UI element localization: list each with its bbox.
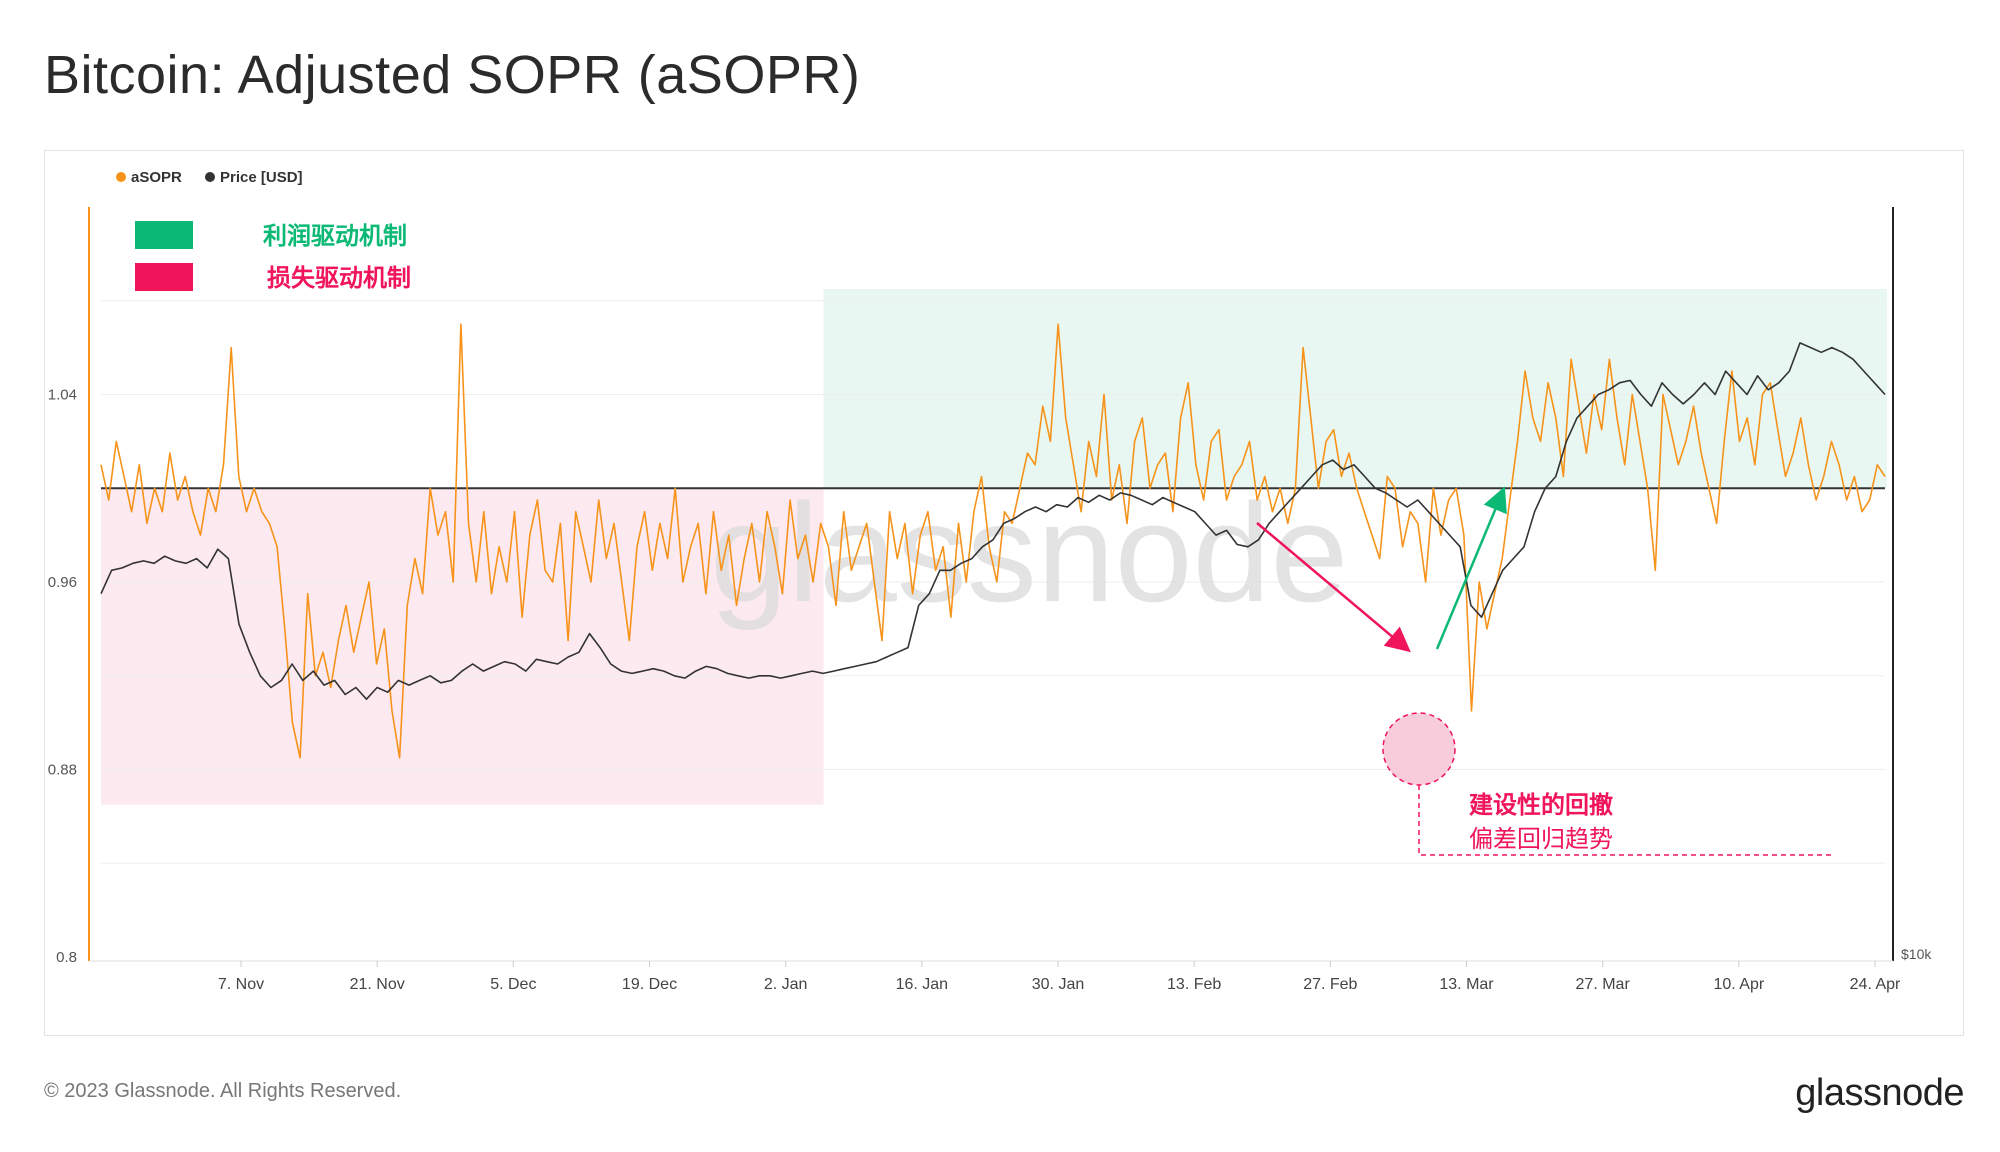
chart-frame: glassnode 0.8 0.88 0.96 1.04 $10k 7. Nov 21. …	[44, 150, 1964, 1036]
profit-regime-region	[823, 289, 1887, 489]
y-tick-label: 0.88	[48, 762, 77, 779]
page-title: Bitcoin: Adjusted SOPR (aSOPR)	[44, 45, 861, 105]
x-tick-label: 10. Apr	[1713, 976, 1764, 993]
x-tick-label: 13. Mar	[1439, 976, 1494, 993]
brand-logo: glassnode	[1795, 1072, 1964, 1114]
x-tick-label: 21. Nov	[350, 976, 405, 993]
loss-regime-swatch	[135, 263, 193, 291]
legend-label: Price [USD]	[220, 169, 303, 186]
decline-arrow	[1256, 522, 1411, 653]
x-tick-label: 2. Jan	[764, 976, 808, 993]
annotation-subtitle: 偏差回归趋势	[1469, 825, 1613, 853]
asopr-series-line	[100, 323, 1886, 759]
x-tick-label: 5. Dec	[490, 976, 536, 993]
profit-regime-swatch	[135, 221, 193, 249]
legend-marker	[116, 172, 126, 182]
loss-regime-region	[101, 488, 824, 805]
price-series-line	[100, 342, 1886, 700]
y-tick-label: 0.8	[56, 949, 77, 966]
x-tick-label: 13. Feb	[1167, 976, 1221, 993]
loss-regime-label: 损失驱动机制	[267, 264, 411, 292]
legend-label: aSOPR	[131, 169, 182, 186]
y-tick-label: 1.04	[48, 387, 77, 404]
chart-svg: glassnode 0.8 0.88 0.96 1.04 $10k 7. Nov 21. …	[48, 169, 1933, 993]
y-tick-label: 0.96	[48, 574, 77, 591]
x-tick-label: 16. Jan	[896, 976, 948, 993]
x-tick-label: 30. Jan	[1032, 976, 1084, 993]
watermark: glassnode	[710, 474, 1348, 631]
x-tick-label: 24. Apr	[1850, 976, 1901, 993]
pullback-highlight-circle	[1382, 712, 1456, 786]
x-tick-label: 27. Mar	[1576, 976, 1631, 993]
profit-regime-label: 利润驱动机制	[263, 222, 407, 250]
x-tick-label: 27. Feb	[1303, 976, 1357, 993]
legend-marker	[205, 172, 215, 182]
annotation-title: 建设性的回撤	[1469, 791, 1613, 819]
right-axis-label: $10k	[1901, 946, 1932, 962]
x-tick-label: 19. Dec	[622, 976, 677, 993]
x-tick-label: 7. Nov	[218, 976, 264, 993]
recovery-arrow	[1435, 486, 1507, 650]
copyright-text: © 2023 Glassnode. All Rights Reserved.	[44, 1080, 402, 1102]
